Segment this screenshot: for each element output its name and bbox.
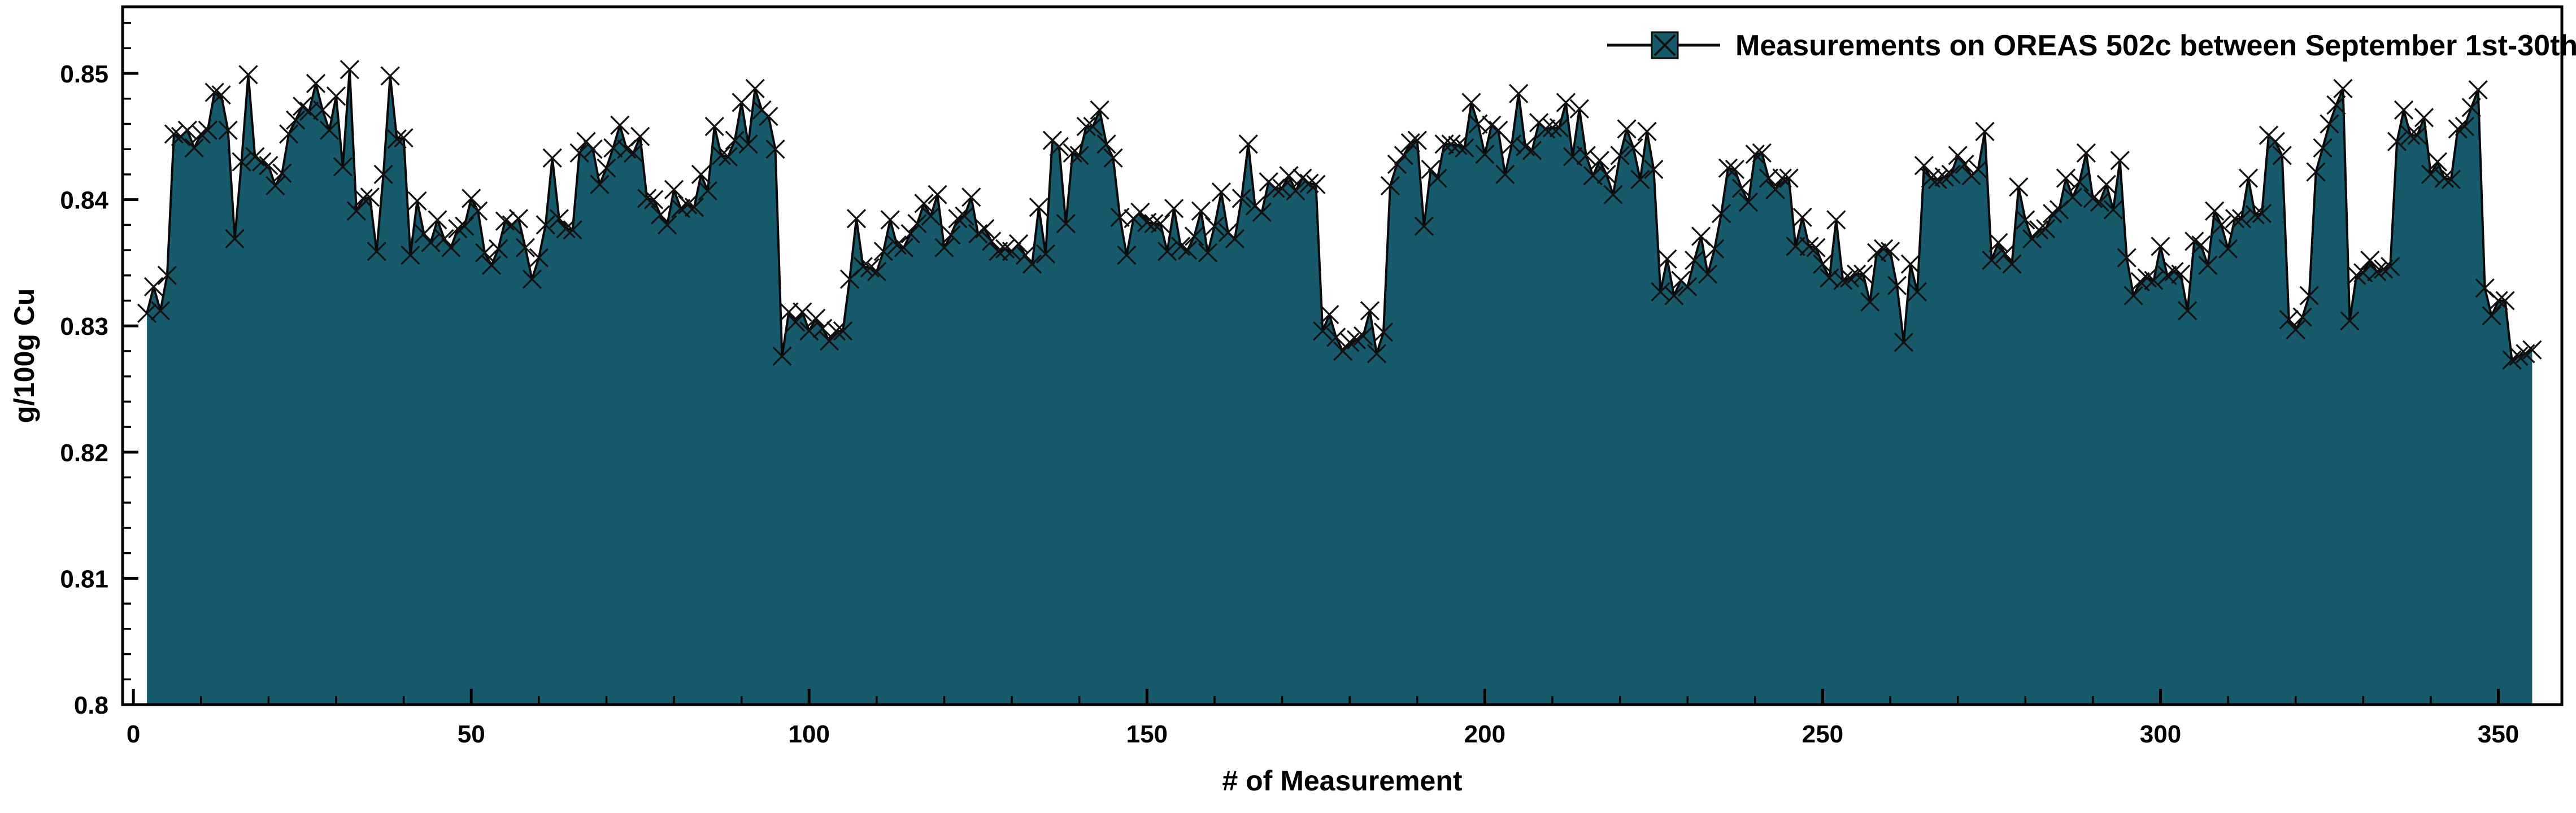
y-axis-label: g/100g Cu <box>8 289 40 423</box>
x-tick-label: 100 <box>789 720 830 748</box>
y-tick-label: 0.83 <box>60 313 108 340</box>
data-point-markers <box>137 60 2542 370</box>
y-axis: 0.8 0.81 0.82 0.83 0.84 0.85 <box>60 21 138 719</box>
x-axis-label: # of Measurement <box>1222 765 1462 797</box>
y-tick-label: 0.85 <box>60 60 108 88</box>
y-tick-label: 0.8 <box>74 692 108 719</box>
x-marker-icon <box>1653 34 1676 56</box>
x-axis: 0 50 100 150 200 250 300 350 <box>127 689 2519 748</box>
x-tick-label: 300 <box>2140 720 2181 748</box>
x-tick-label: 50 <box>458 720 485 748</box>
x-tick-label: 250 <box>1802 720 1843 748</box>
x-tick-label: 150 <box>1126 720 1168 748</box>
y-tick-label: 0.81 <box>60 565 108 593</box>
x-tick-label: 200 <box>1464 720 1505 748</box>
x-tick-label: 0 <box>127 720 140 748</box>
legend: Measurements on OREAS 502c between Septe… <box>1607 29 2576 62</box>
y-tick-label: 0.82 <box>60 439 108 467</box>
plot-frame <box>121 5 2564 706</box>
legend-label: Measurements on OREAS 502c between Septe… <box>1735 29 2576 62</box>
y-tick-label: 0.84 <box>60 187 108 215</box>
area-series <box>147 69 2533 705</box>
x-tick-label: 350 <box>2478 720 2519 748</box>
